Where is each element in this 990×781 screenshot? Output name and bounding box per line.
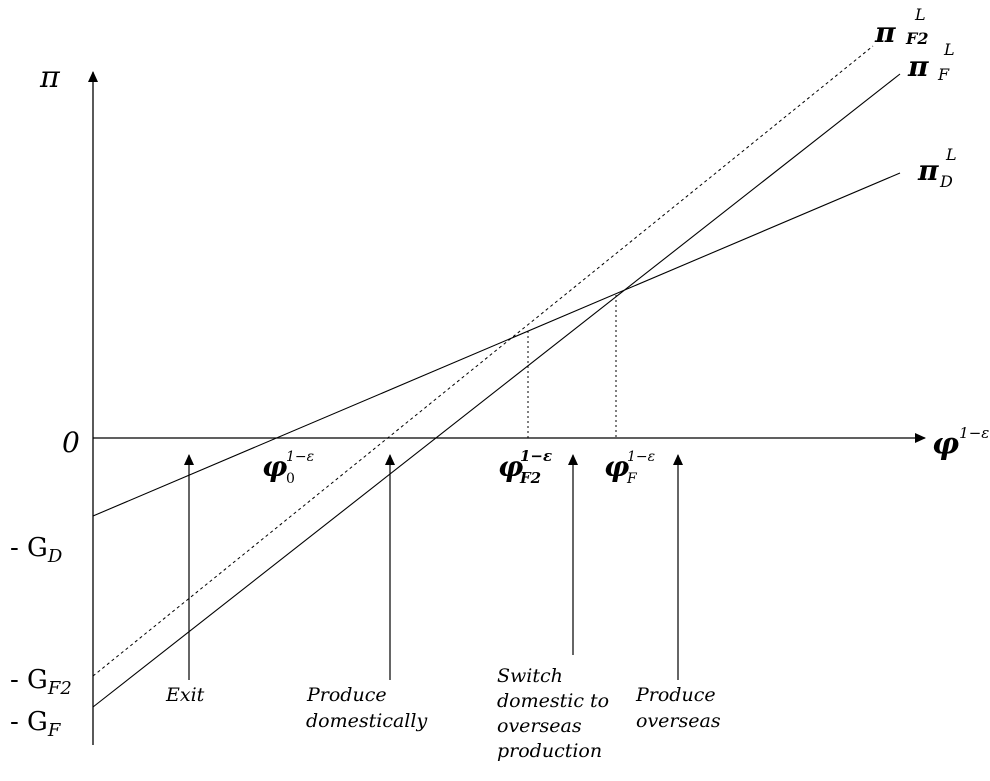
label-produce-domestically: Produce domestically <box>306 684 427 732</box>
label-produce-overseas-line-2: overseas <box>636 710 721 732</box>
label-pi-f2-sup: L <box>914 5 926 24</box>
label-phi-f2-sub: F2 <box>519 469 541 487</box>
label-neg-gf-main: - G <box>10 707 48 737</box>
label-switch-line-2: domestic to <box>497 690 609 712</box>
label-pi-f2: π L F2 <box>874 5 929 49</box>
label-phi-f2: φ 1−ε F2 <box>498 447 552 487</box>
label-phi-0: φ 1−ε 0 <box>262 449 314 487</box>
label-neg-gf2-sub: F2 <box>47 678 72 699</box>
label-pi-f: π L F <box>907 40 955 84</box>
label-phi-f2-base: φ <box>498 450 524 483</box>
label-produce-domestically-line-1: Produce <box>306 684 387 706</box>
label-exit-line-1: Exit <box>165 684 205 706</box>
label-produce-overseas: Produce overseas <box>635 684 722 732</box>
label-pi-f-base: π <box>907 50 929 83</box>
origin-label: 0 <box>62 426 80 459</box>
label-neg-gf2-main: - G <box>10 665 48 695</box>
x-axis-label: φ1−ε <box>932 424 989 462</box>
label-pi-d-sup: L <box>945 145 957 164</box>
label-switch: Switch domestic to overseas production <box>497 665 615 762</box>
label-pi-f2-base: π <box>874 16 896 49</box>
label-phi-f-base: φ <box>604 450 630 483</box>
line-pi-f <box>92 73 901 708</box>
x-axis-symbol: φ <box>932 427 959 462</box>
label-produce-domestically-line-2: domestically <box>306 710 427 732</box>
label-phi-f2-sup: 1−ε <box>520 447 552 465</box>
label-produce-overseas-line-1: Produce <box>635 684 716 706</box>
label-neg-gd-sub: D <box>47 546 63 567</box>
label-neg-gd-main: - G <box>10 533 48 563</box>
label-neg-gf-sub: F <box>47 720 62 741</box>
y-axis-label: π <box>39 60 61 95</box>
label-pi-f-sup: L <box>943 40 955 59</box>
line-pi-f2 <box>92 45 874 677</box>
label-pi-f-sub: F <box>937 65 950 84</box>
label-pi-f2-sub: F2 <box>905 29 929 48</box>
label-phi-0-sub: 0 <box>286 471 295 487</box>
label-exit: Exit <box>165 684 205 706</box>
x-axis-exponent: 1−ε <box>959 424 989 442</box>
line-pi-d <box>92 172 901 517</box>
label-switch-line-1: Switch <box>497 665 563 687</box>
label-phi-f-sup: 1−ε <box>627 449 655 465</box>
label-phi-0-sup: 1−ε <box>286 449 314 465</box>
label-switch-line-3: overseas <box>497 715 582 737</box>
label-phi-0-base: φ <box>262 450 288 483</box>
label-pi-d-base: π <box>917 154 939 187</box>
label-switch-line-4: production <box>497 740 602 762</box>
label-pi-d-sub: D <box>939 172 953 191</box>
label-phi-f: φ 1−ε F <box>604 449 655 487</box>
label-neg-gf: - GF <box>10 707 62 741</box>
label-neg-gd: - GD <box>10 533 63 567</box>
label-pi-d: π L D <box>917 145 957 191</box>
label-phi-f-sub: F <box>626 471 638 487</box>
label-neg-gf2: - GF2 <box>10 665 72 699</box>
